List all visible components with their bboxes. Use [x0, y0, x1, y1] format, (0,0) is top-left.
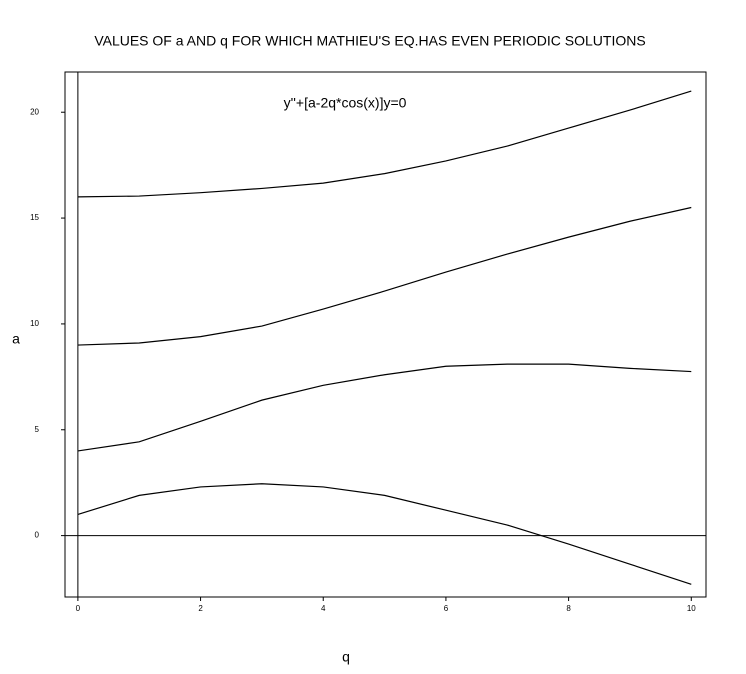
- x-axis-label: q: [342, 649, 350, 665]
- x-tick-label: 2: [198, 604, 203, 613]
- x-tick-label: 10: [687, 604, 696, 613]
- x-tick-label: 8: [566, 604, 571, 613]
- x-tick-label: 6: [444, 604, 449, 613]
- plot-frame: [64, 71, 707, 598]
- curve: [77, 90, 692, 198]
- curve: [77, 206, 692, 346]
- equation-annotation: y''+[a-2q*cos(x)]y=0: [284, 95, 407, 111]
- y-tick-label: 10: [30, 319, 39, 328]
- y-tick-label: 15: [30, 213, 39, 222]
- y-tick-label: 5: [35, 425, 40, 434]
- x-tick-label: 0: [76, 604, 81, 613]
- y-axis-label: a: [12, 331, 20, 347]
- curve: [77, 363, 692, 452]
- x-tick-label: 4: [321, 604, 326, 613]
- curve: [77, 483, 692, 585]
- chart-title: VALUES OF a AND q FOR WHICH MATHIEU'S EQ…: [94, 33, 645, 49]
- y-tick-label: 0: [35, 531, 40, 540]
- y-tick-label: 20: [30, 107, 39, 116]
